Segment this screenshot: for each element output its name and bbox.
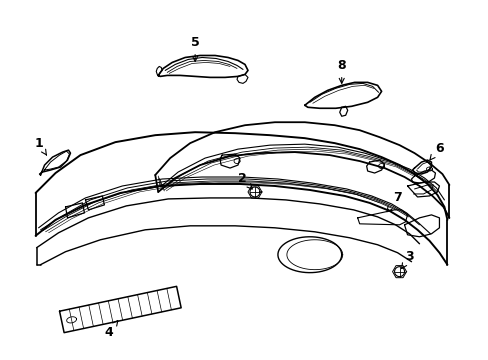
Text: 2: 2 bbox=[237, 171, 252, 189]
Text: 8: 8 bbox=[337, 59, 346, 83]
Text: 7: 7 bbox=[386, 192, 401, 212]
Text: 5: 5 bbox=[190, 36, 199, 62]
Text: 4: 4 bbox=[104, 321, 118, 339]
Text: 6: 6 bbox=[429, 141, 443, 160]
Text: 1: 1 bbox=[34, 137, 46, 155]
Text: 3: 3 bbox=[401, 250, 413, 269]
